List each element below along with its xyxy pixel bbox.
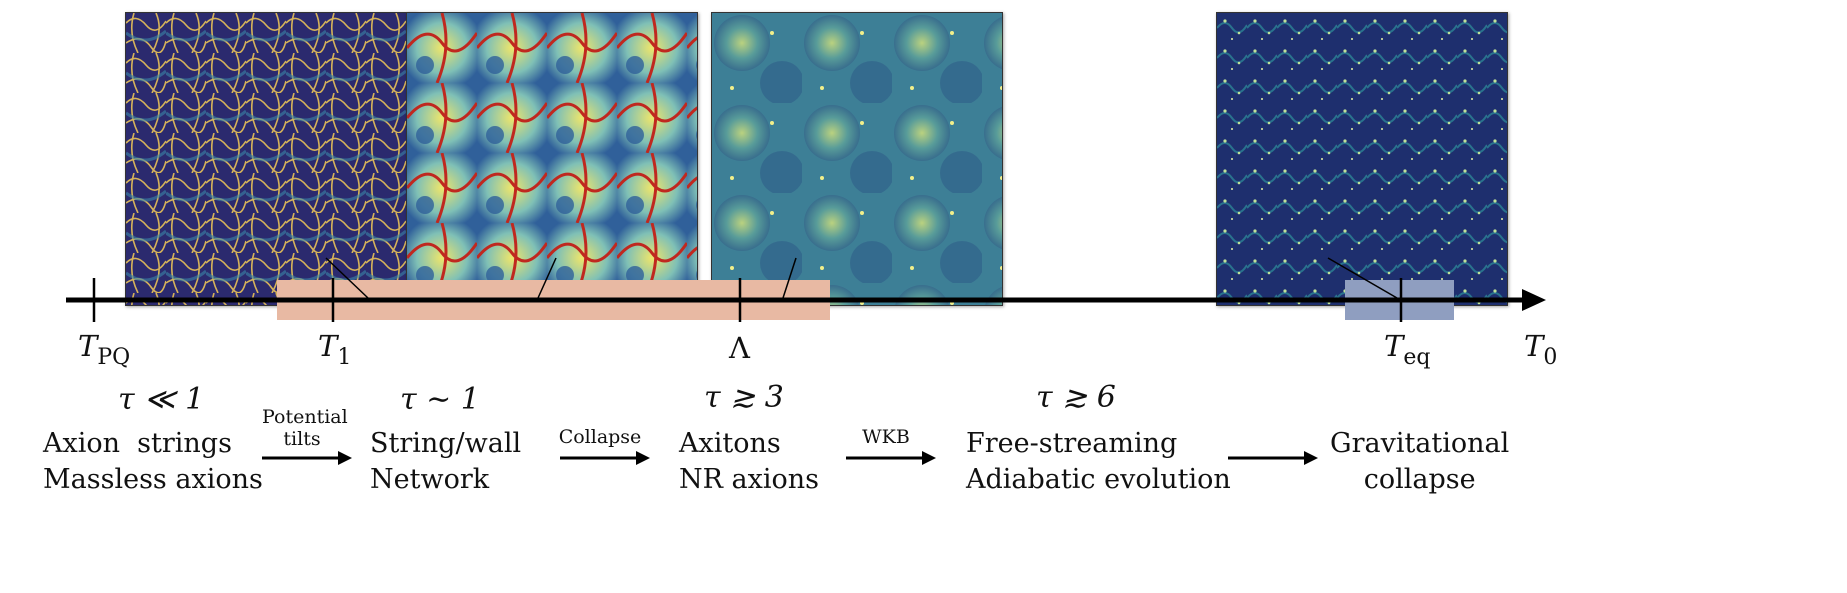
stage-string-wall-network: String/wall Network: [370, 428, 522, 495]
tick-label-t1: T1: [318, 329, 352, 370]
tick-label-teq: Teq: [1384, 329, 1431, 370]
panel-axion-strings: [125, 12, 417, 306]
tau-label-4: τ ≳ 6: [1036, 380, 1116, 415]
transition-arrow-1: [262, 451, 352, 465]
panel-axitons: [711, 12, 1003, 306]
transition-label-potential-tilts: Potential tilts: [262, 406, 348, 450]
transition-label-collapse: Collapse: [558, 426, 642, 448]
stage-gravitational-collapse: Gravitational collapse: [1330, 428, 1510, 495]
stage-axitons: Axitons NR axions: [679, 428, 819, 495]
transition-label-wkb: WKB: [862, 426, 910, 448]
stage-axion-strings: Axion strings Massless axions: [43, 428, 263, 495]
transition-arrow-3: [846, 451, 936, 465]
tau-label-3: τ ≳ 3: [704, 380, 784, 415]
tick-label-tpq: TPQ: [78, 329, 131, 370]
transition-arrow-4: [1228, 451, 1318, 465]
tau-label-1: τ ≪ 1: [118, 382, 205, 417]
connector-walls: [537, 257, 557, 299]
tick-label-lambda: Λ: [729, 331, 750, 365]
transition-arrow-2: [560, 451, 650, 465]
connector-strings: [325, 257, 369, 299]
connector-gravitational: [1327, 257, 1398, 299]
connector-axitons: [782, 257, 797, 299]
stage-free-streaming: Free-streaming Adiabatic evolution: [966, 428, 1231, 495]
tau-label-2: τ ∼ 1: [400, 382, 480, 417]
tick-label-t0: T0: [1524, 329, 1558, 370]
axis-arrowhead: [1522, 289, 1546, 311]
